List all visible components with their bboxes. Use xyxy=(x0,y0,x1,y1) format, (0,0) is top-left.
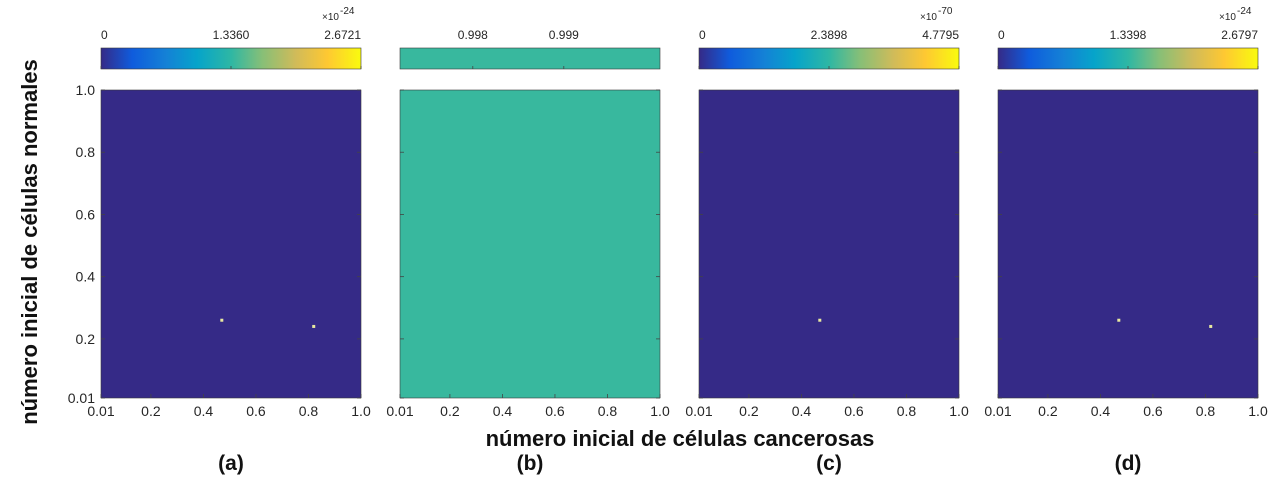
colorbar-tick-label: 0 xyxy=(998,28,1005,42)
colorbar-exponent: -70 xyxy=(938,6,953,17)
y-axis-label: número inicial de células normales xyxy=(17,59,42,425)
x-tick-label: 0.4 xyxy=(194,403,214,419)
colorbar xyxy=(399,47,661,70)
colorbar-tick-label: 2.3898 xyxy=(811,28,848,42)
colorbar-tick-label: 0 xyxy=(699,28,706,42)
colorbar xyxy=(698,47,960,70)
x-tick-label: 0.2 xyxy=(1038,403,1058,419)
colorbar-exponent-base: ×10 xyxy=(1219,12,1236,23)
x-tick-label: 0.2 xyxy=(141,403,161,419)
colorbar-tick-label: 2.6797 xyxy=(1221,28,1258,42)
colorbar-exponent-base: ×10 xyxy=(920,12,937,23)
y-tick-label: 0.8 xyxy=(76,144,96,160)
x-tick-label: 0.6 xyxy=(246,403,266,419)
colorbar-tick-label: 0 xyxy=(101,28,108,42)
panel-label: (b) xyxy=(517,452,544,475)
colorbar-exponent-base: ×10 xyxy=(322,12,339,23)
x-tick-label: 0.6 xyxy=(545,403,565,419)
heatmap-field xyxy=(399,89,661,399)
x-tick-label: 0.2 xyxy=(440,403,460,419)
heatmap-panel: 0.01 0.2 0.4 0.6 0.8 1.0 0.998 0.999 (b) xyxy=(386,28,670,475)
y-tick-label: 1.0 xyxy=(76,82,96,98)
heatmap-field xyxy=(100,89,362,399)
heatmap-point xyxy=(1117,318,1121,322)
y-tick-label: 0.4 xyxy=(76,269,96,285)
colorbar-tick-label: 0.999 xyxy=(549,28,579,42)
colorbar-tick-label: 1.3398 xyxy=(1110,28,1147,42)
colorbar-tick-label: 1.3360 xyxy=(213,28,250,42)
panel-label: (d) xyxy=(1115,452,1142,475)
x-tick-label: 1.0 xyxy=(1248,403,1268,419)
x-tick-label: 0.2 xyxy=(739,403,759,419)
colorbar xyxy=(100,47,362,70)
heatmap-point xyxy=(312,324,316,328)
x-tick-label: 0.01 xyxy=(685,403,712,419)
x-tick-label: 0.8 xyxy=(598,403,618,419)
heatmap-point xyxy=(1209,324,1213,328)
heatmap-point xyxy=(220,318,224,322)
heatmap-panel: 0.01 0.2 0.4 0.6 0.8 1.0 0.01 0.2 0.4 0.6 0.8 1.0 0 1… xyxy=(68,6,371,475)
panel-label: (c) xyxy=(816,452,842,475)
heatmap-field xyxy=(997,89,1259,399)
y-tick-label: 0.01 xyxy=(68,390,95,406)
colorbar xyxy=(997,47,1259,70)
heatmap-panel: 0.01 0.2 0.4 0.6 0.8 1.0 0 2.3898 4.7795 ×10-70 (c… xyxy=(685,6,969,475)
x-tick-label: 0.4 xyxy=(792,403,812,419)
x-tick-label: 0.8 xyxy=(299,403,319,419)
colorbar-tick-label: 2.6721 xyxy=(324,28,361,42)
heatmap-panel: 0.01 0.2 0.4 0.6 0.8 1.0 0 1.3398 2.6797 ×10-24 (d… xyxy=(984,6,1268,475)
heatmap-field xyxy=(698,89,960,399)
x-tick-label: 0.6 xyxy=(844,403,864,419)
x-tick-label: 0.6 xyxy=(1143,403,1163,419)
colorbar-tick-label: 4.7795 xyxy=(922,28,959,42)
y-tick-label: 0.2 xyxy=(76,331,96,347)
x-tick-label: 0.4 xyxy=(1091,403,1111,419)
x-tick-label: 0.8 xyxy=(1196,403,1216,419)
heatmap-point xyxy=(818,318,822,322)
colorbar-exponent: -24 xyxy=(1237,6,1252,17)
x-tick-label: 0.01 xyxy=(984,403,1011,419)
x-axis-label: número inicial de células cancerosas xyxy=(486,426,875,451)
panel-label: (a) xyxy=(218,452,244,475)
x-tick-label: 0.8 xyxy=(897,403,917,419)
x-tick-label: 0.01 xyxy=(386,403,413,419)
x-tick-label: 1.0 xyxy=(650,403,670,419)
x-tick-label: 0.01 xyxy=(87,403,114,419)
x-tick-label: 0.4 xyxy=(493,403,513,419)
y-tick-label: 0.6 xyxy=(76,206,96,222)
x-tick-label: 1.0 xyxy=(949,403,969,419)
x-tick-label: 1.0 xyxy=(351,403,371,419)
colorbar-exponent: -24 xyxy=(340,6,355,17)
colorbar-tick-label: 0.998 xyxy=(458,28,488,42)
